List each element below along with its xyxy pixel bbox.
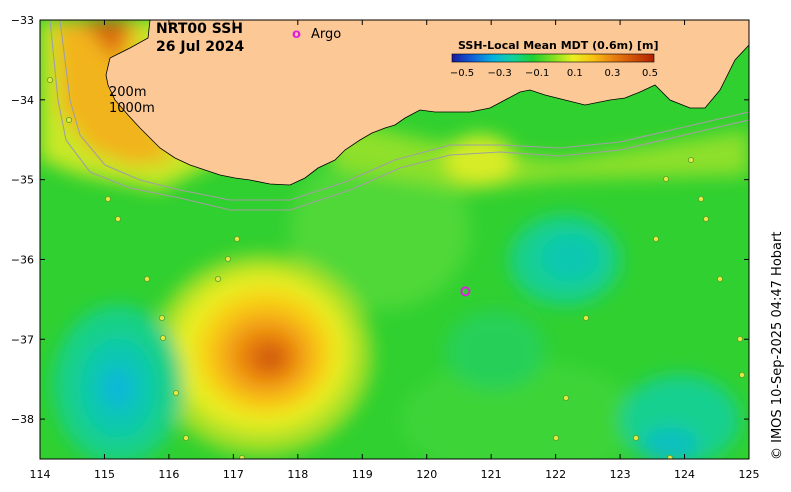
ssh-field-shading (40, 20, 749, 459)
x-tick-label: 116 (158, 468, 179, 481)
colorbar-tick-label: 0.5 (642, 68, 658, 79)
drifter-marker (583, 314, 590, 321)
drifter-marker (553, 434, 560, 441)
y-tick-label: −33 (11, 14, 34, 27)
y-tick-label: −36 (11, 253, 34, 266)
colorbar-tick-label: −0.5 (450, 68, 474, 79)
plot-frame (39, 19, 750, 460)
argo-float-marker[interactable] (460, 286, 471, 297)
y-axis: −33 −34 −35 −36 −37 −38 (11, 14, 749, 426)
drifter-marker (717, 275, 724, 282)
contour-200m (59, 20, 749, 201)
x-tick-label: 125 (739, 468, 760, 481)
float-markers (47, 77, 746, 459)
drifter-marker (633, 434, 640, 441)
colorbar-tick-label: −0.3 (487, 68, 511, 79)
drifter-marker (703, 215, 710, 222)
x-tick-label: 124 (674, 468, 695, 481)
x-tick-label: 118 (287, 468, 308, 481)
y-tick-label: −34 (11, 94, 34, 107)
drifter-marker (233, 235, 240, 242)
drifter-marker (698, 195, 705, 202)
x-tick-label: 115 (94, 468, 115, 481)
x-tick-label: 121 (481, 468, 502, 481)
map-title-line1: NRT00 SSH (156, 21, 243, 37)
colorbar-tick-label: −0.1 (525, 68, 549, 79)
x-tick-label: 122 (545, 468, 566, 481)
drifter-marker (143, 275, 150, 282)
credit-text: © IMOS 10-Sep-2025 04:47 Hobart (770, 232, 785, 460)
argo-legend-symbol: o (292, 27, 301, 42)
contour-1000m (49, 20, 749, 211)
drifter-marker (115, 215, 122, 222)
drifter-marker (105, 195, 112, 202)
x-tick-label: 117 (223, 468, 244, 481)
drifter-marker (66, 117, 73, 124)
drifter-marker (172, 389, 179, 396)
x-tick-label: 119 (352, 468, 373, 481)
x-tick-label: 123 (610, 468, 631, 481)
drifter-marker (667, 455, 673, 459)
drifter-marker (47, 77, 54, 84)
drifter-marker (739, 371, 746, 378)
drifter-marker (653, 235, 660, 242)
colorbar: SSH-Local Mean MDT (0.6m) [m] −0.5 −0.3 −0… (450, 39, 659, 79)
x-axis: 114 115 116 117 118 119 120 121 122 123 124 125 (30, 20, 760, 481)
map-title-line2: 26 Jul 2024 (156, 39, 244, 55)
drifter-marker (239, 455, 245, 459)
colorbar-bar (451, 53, 655, 63)
colorbar-tick-label: 0.1 (567, 68, 583, 79)
x-tick-label: 114 (30, 468, 51, 481)
depth-label-1000m: 1000m (109, 101, 155, 116)
depth-label-200m: 200m (109, 85, 146, 100)
drifter-marker (737, 335, 744, 342)
drifter-marker (563, 394, 570, 401)
drifter-marker (663, 175, 670, 182)
drifter-marker (158, 314, 165, 321)
drifter-marker (688, 156, 695, 163)
y-tick-label: −35 (11, 174, 34, 187)
colorbar-ticks: −0.5 −0.3 −0.1 0.1 0.3 0.5 (450, 68, 658, 79)
colorbar-tick-label: 0.3 (604, 68, 620, 79)
y-tick-label: −38 (11, 413, 34, 426)
argo-legend-label: Argo (311, 27, 341, 42)
x-tick-label: 120 (416, 468, 437, 481)
drifter-marker (224, 255, 231, 262)
y-tick-label: −37 (11, 333, 34, 346)
drifter-marker (182, 434, 189, 441)
colorbar-title: SSH-Local Mean MDT (0.6m) [m] (458, 39, 658, 52)
drifter-marker (159, 334, 166, 341)
map-plot-area (40, 20, 749, 459)
drifter-marker (214, 275, 221, 282)
